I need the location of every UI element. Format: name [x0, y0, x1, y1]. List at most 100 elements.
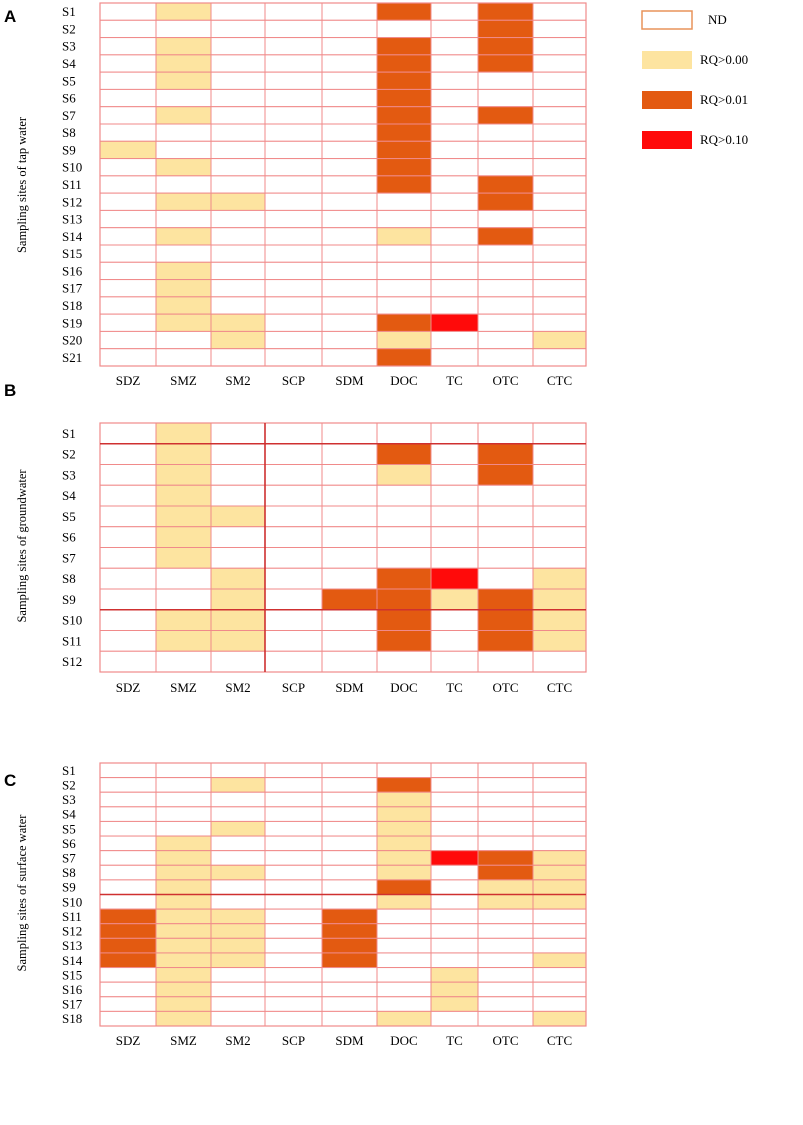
heatmap-cell-c-s11-scp [264, 908, 323, 925]
heatmap-cell-a-s20-sdm [321, 330, 378, 350]
heatmap-cell-a-s20-sm2 [210, 330, 266, 350]
heatmap-cell-b-s4-tc [430, 484, 479, 507]
panel-frame-b [99, 422, 587, 673]
heatmap-cell-b-s9-ctc [532, 588, 587, 611]
heatmap-cell-a-s5-otc [477, 71, 534, 90]
heatmap-cell-a-s9-ctc [532, 140, 587, 160]
heatmap-cell-c-s2-sdz [99, 777, 157, 793]
heatmap-cell-b-s1-doc [376, 422, 432, 445]
heatmap-cell-c-s15-smz [155, 967, 212, 983]
heatmap-cell-b-s12-tc [430, 650, 479, 673]
heatmap-cell-c-s6-ctc [532, 835, 587, 852]
heatmap-cell-a-s17-doc [376, 279, 432, 298]
heatmap-cell-a-s8-sdz [99, 123, 157, 142]
heatmap-cell-a-s10-tc [430, 158, 479, 177]
row-label-c-s2: S2 [62, 777, 76, 792]
heatmap-cell-b-s4-sm2 [210, 484, 266, 507]
heatmap-cell-c-s12-scp [264, 923, 323, 939]
heatmap-cell-a-s14-scp [264, 227, 323, 246]
heatmap-cell-a-s13-smz [155, 209, 212, 229]
heatmap-cell-c-s3-sdm [321, 791, 378, 808]
heatmap-cell-c-s7-sm2 [210, 850, 266, 866]
heatmap-cell-a-s14-otc [477, 227, 534, 246]
heatmap-cell-c-s16-sdm [321, 981, 378, 998]
heatmap-cell-c-s6-sdm [321, 835, 378, 852]
heatmap-cell-c-s16-smz [155, 981, 212, 998]
heatmap-cell-a-s14-tc [430, 227, 479, 246]
heatmap-cell-a-s20-smz [155, 330, 212, 350]
heatmap-cell-b-s10-sm2 [210, 609, 266, 631]
heatmap-cell-c-s3-scp [264, 791, 323, 808]
heatmap-cell-b-s5-sm2 [210, 505, 266, 528]
heatmap-cell-a-s8-tc [430, 123, 479, 142]
heatmap-cell-a-s11-smz [155, 175, 212, 194]
heatmap-cell-c-s1-sdz [99, 762, 157, 779]
heatmap-cell-b-s8-sdz [99, 567, 157, 590]
heatmap-cell-a-s4-sdz [99, 54, 157, 73]
row-label-a-s17: S17 [62, 281, 83, 296]
heatmap-cell-a-s13-otc [477, 209, 534, 229]
heatmap-cell-b-s3-sdm [321, 464, 378, 486]
heatmap-cell-b-s9-sdm [321, 588, 378, 611]
heatmap-cell-c-s6-sm2 [210, 835, 266, 852]
heatmap-cell-c-s12-smz [155, 923, 212, 939]
column-label-a-sdz: SDZ [116, 373, 141, 388]
heatmap-cell-c-s10-smz [155, 894, 212, 910]
heatmap-cell-c-s13-otc [477, 937, 534, 954]
column-label-c-smz: SMZ [170, 1033, 197, 1048]
heatmap-cell-a-s13-tc [430, 209, 479, 229]
heatmap-cell-a-s4-otc [477, 54, 534, 73]
column-label-c-scp: SCP [282, 1033, 305, 1048]
heatmap-cell-a-s6-tc [430, 88, 479, 108]
heatmap-cell-a-s4-sdm [321, 54, 378, 73]
heatmap-cell-c-s17-sdm [321, 996, 378, 1012]
heatmap-cell-c-s2-otc [477, 777, 534, 793]
heatmap-cell-c-s11-tc [430, 908, 479, 925]
heatmap-cell-b-s11-tc [430, 630, 479, 652]
heatmap-cell-c-s2-scp [264, 777, 323, 793]
column-label-c-sdm: SDM [335, 1033, 364, 1048]
heatmap-cell-a-s18-smz [155, 296, 212, 315]
heatmap-cell-c-s16-sm2 [210, 981, 266, 998]
heatmap-cell-a-s7-otc [477, 106, 534, 125]
heatmap-cell-b-s5-smz [155, 505, 212, 528]
heatmap-cell-c-s7-sdm [321, 850, 378, 866]
heatmap-cell-b-s8-otc [477, 567, 534, 590]
heatmap-cell-b-s6-ctc [532, 526, 587, 548]
row-label-b-s8: S8 [62, 571, 76, 586]
heatmap-cell-a-s2-doc [376, 19, 432, 39]
heatmap-cell-c-s12-otc [477, 923, 534, 939]
heatmap-cell-b-s5-ctc [532, 505, 587, 528]
heatmap-cell-a-s20-sdz [99, 330, 157, 350]
heatmap-cell-b-s10-ctc [532, 609, 587, 631]
heatmap-cell-c-s3-ctc [532, 791, 587, 808]
heatmap-cell-a-s7-sm2 [210, 106, 266, 125]
column-label-b-sdz: SDZ [116, 680, 141, 695]
heatmap-cell-c-s17-doc [376, 996, 432, 1012]
row-label-a-s6: S6 [62, 91, 76, 106]
heatmap-cell-a-s14-sm2 [210, 227, 266, 246]
heatmap-cell-a-s10-otc [477, 158, 534, 177]
heatmap-cell-b-s7-smz [155, 547, 212, 569]
heatmap-cell-c-s18-tc [430, 1010, 479, 1027]
heatmap-cell-a-s11-ctc [532, 175, 587, 194]
heatmap-cell-c-s11-smz [155, 908, 212, 925]
panel-letter-a: A [4, 7, 16, 26]
heatmap-cell-a-s21-ctc [532, 348, 587, 367]
heatmap-cell-b-s2-sdz [99, 443, 157, 465]
heatmap-cell-a-s18-sdz [99, 296, 157, 315]
heatmap-cell-c-s18-sm2 [210, 1010, 266, 1027]
heatmap-cell-a-s16-scp [264, 261, 323, 281]
heatmap-cell-a-s19-sdm [321, 313, 378, 332]
heatmap-cell-c-s2-ctc [532, 777, 587, 793]
row-label-a-s16: S16 [62, 263, 83, 278]
heatmap-cell-b-s7-ctc [532, 547, 587, 569]
heatmap-cell-a-s4-tc [430, 54, 479, 73]
row-label-b-s5: S5 [62, 509, 76, 524]
heatmap-cell-c-s7-scp [264, 850, 323, 866]
row-label-a-s5: S5 [62, 73, 76, 88]
column-label-b-scp: SCP [282, 680, 305, 695]
column-label-b-sm2: SM2 [225, 680, 250, 695]
heatmap-cell-b-s6-sdm [321, 526, 378, 548]
heatmap-cell-c-s10-doc [376, 894, 432, 910]
